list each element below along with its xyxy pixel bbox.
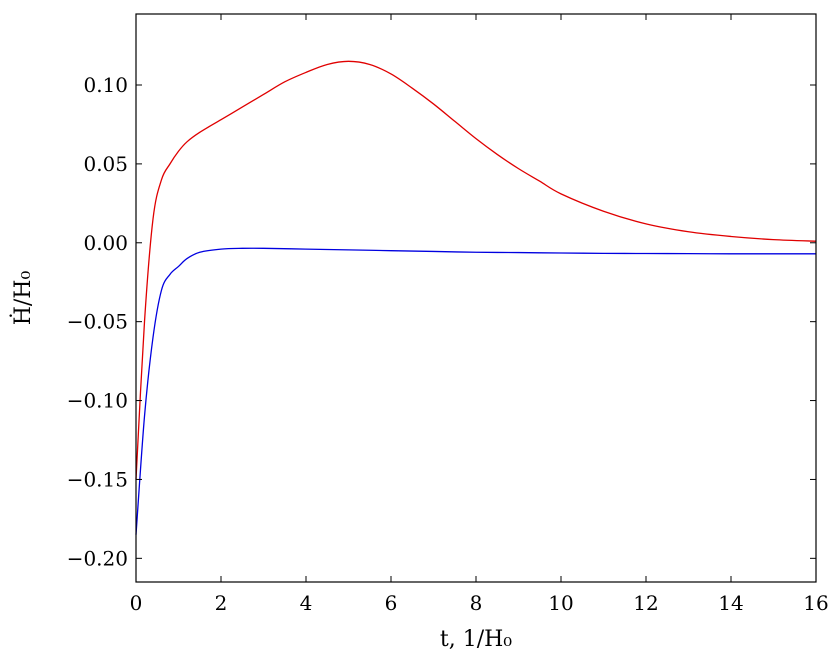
x-tick-label: 14 xyxy=(718,591,743,615)
y-tick-label: 0.10 xyxy=(83,73,128,97)
plot-frame xyxy=(135,13,817,583)
series-layer xyxy=(135,60,817,535)
series-line-red xyxy=(135,60,817,480)
x-tick-label: 0 xyxy=(130,591,143,615)
x-tick-label: 2 xyxy=(215,591,228,615)
x-axis-title: t, 1/H₀ xyxy=(440,627,512,652)
ticks-layer: 0 2 4 6 8 10 12 14 16 −0.20 −0.15 −0.10 −0.05 0.00 0.0… xyxy=(67,14,829,615)
y-tick-label: −0.05 xyxy=(67,310,128,334)
y-tick-label: −0.20 xyxy=(67,546,128,570)
y-axis-title: Ḣ/H₀ xyxy=(9,271,36,326)
x-tick-label: 16 xyxy=(803,591,828,615)
y-tick-label: 0.00 xyxy=(83,231,128,255)
x-tick-label: 12 xyxy=(633,591,658,615)
y-tick-label: 0.05 xyxy=(83,152,128,176)
x-tick-label: 10 xyxy=(548,591,573,615)
x-tick-label: 8 xyxy=(470,591,483,615)
series-line-blue xyxy=(135,247,816,535)
x-tick-label: 6 xyxy=(385,591,398,615)
x-tick-label: 4 xyxy=(300,591,313,615)
y-tick-label: −0.10 xyxy=(67,389,128,413)
y-tick-label: −0.15 xyxy=(67,467,128,491)
